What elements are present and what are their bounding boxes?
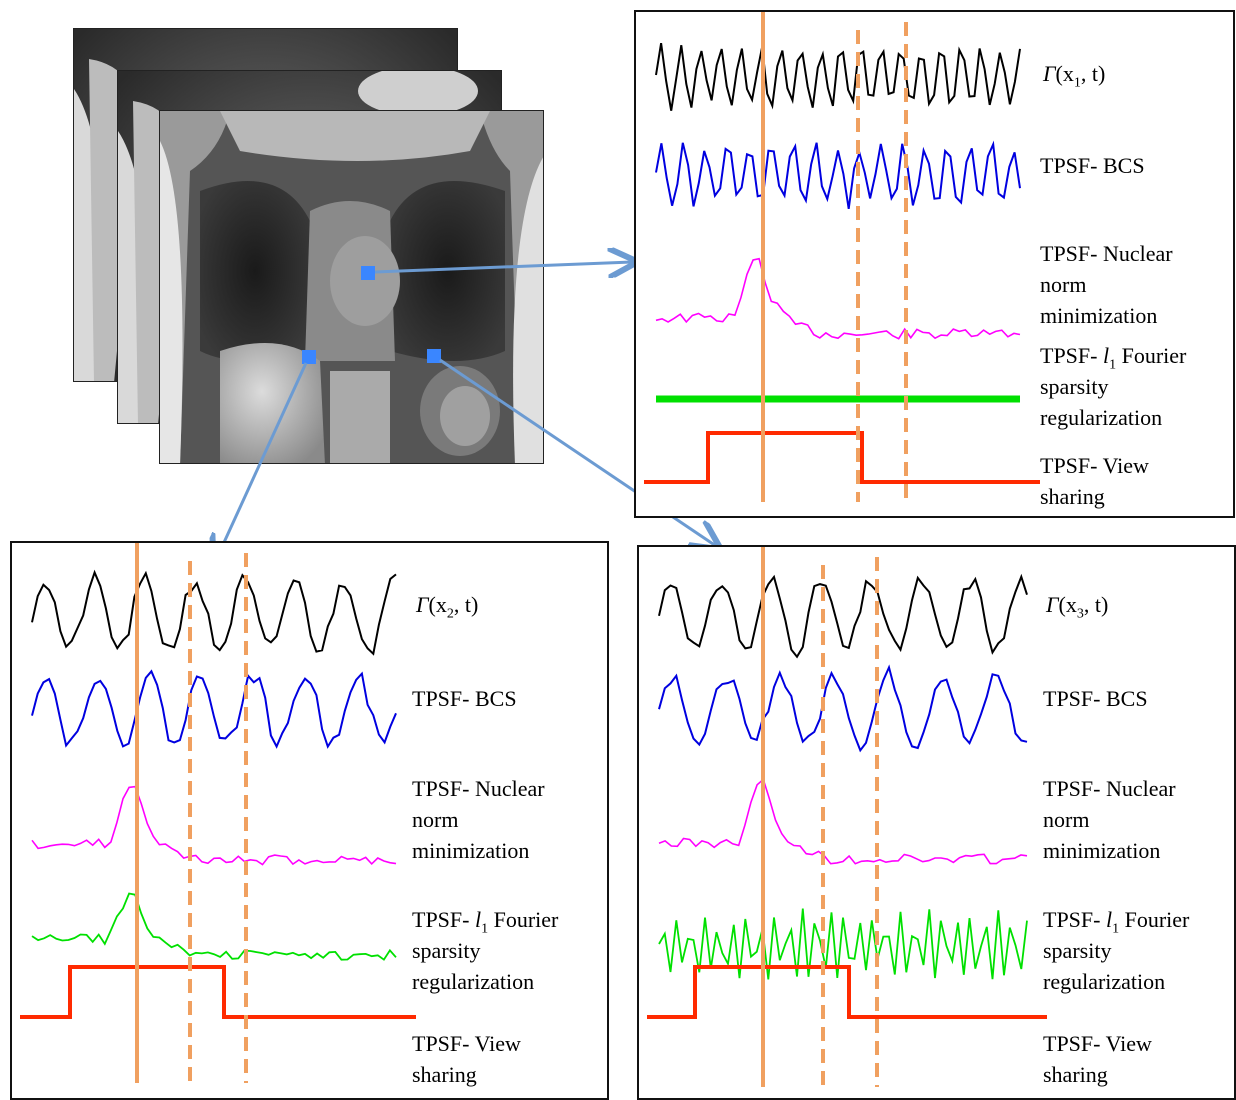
label-fourier: TPSF- l1 Fourier sparsity regularization	[1043, 907, 1190, 994]
plot-x1	[644, 12, 1040, 502]
trace-view-sharing	[647, 965, 1047, 1019]
label-fourier: TPSF- l1 Fourier sparsity regularization	[412, 907, 559, 994]
trace-bcs	[658, 664, 1028, 753]
label-nuclear: TPSF- Nuclear norm minimization	[1040, 241, 1173, 328]
trace-fourier	[31, 892, 397, 961]
trace-gamma	[658, 573, 1028, 659]
label-view-sharing: TPSF- View sharing	[412, 1031, 521, 1087]
pixel-marker-x3	[427, 349, 441, 363]
trace-view-sharing	[20, 965, 416, 1019]
pixel-marker-x1	[361, 266, 375, 280]
label-bcs: TPSF- BCS	[1040, 153, 1145, 178]
pixel-marker-x2	[302, 350, 316, 364]
trace-gamma	[31, 569, 397, 656]
panel-x1: Γ(x1, t) TPSF- BCS TPSF- Nuclear norm mini…	[634, 10, 1235, 518]
plot-x2	[20, 543, 416, 1083]
label-fourier: TPSF- l1 Fourier sparsity regularization	[1040, 343, 1187, 430]
mri-frame-front	[159, 110, 544, 464]
trace-view-sharing	[644, 431, 1040, 484]
label-gamma: Γ(x1, t)	[1043, 61, 1106, 91]
panel-x2: Γ(x2, t) TPSF- BCS TPSF- Nuclear norm mini…	[10, 541, 609, 1100]
label-gamma: Γ(x3, t)	[1046, 592, 1109, 622]
trace-bcs	[31, 669, 397, 749]
trace-nuclear-norm	[655, 257, 1021, 340]
trace-gamma	[655, 42, 1021, 111]
trace-nuclear-norm	[658, 777, 1028, 865]
label-nuclear: TPSF- Nuclear norm minimization	[1043, 776, 1176, 863]
trace-nuclear-norm	[31, 785, 397, 866]
label-view-sharing: TPSF- View sharing	[1040, 453, 1149, 509]
label-gamma: Γ(x2, t)	[416, 592, 479, 622]
label-bcs: TPSF- BCS	[412, 686, 517, 711]
trace-fourier	[658, 908, 1028, 980]
label-bcs: TPSF- BCS	[1043, 686, 1148, 711]
label-nuclear: TPSF- Nuclear norm minimization	[412, 776, 545, 863]
trace-bcs	[655, 140, 1021, 210]
mri-image-front	[160, 111, 543, 463]
plot-x3	[647, 547, 1047, 1087]
panel-x3: Γ(x3, t) TPSF- BCS TPSF- Nuclear norm mini…	[637, 545, 1236, 1100]
label-view-sharing: TPSF- View sharing	[1043, 1031, 1152, 1087]
